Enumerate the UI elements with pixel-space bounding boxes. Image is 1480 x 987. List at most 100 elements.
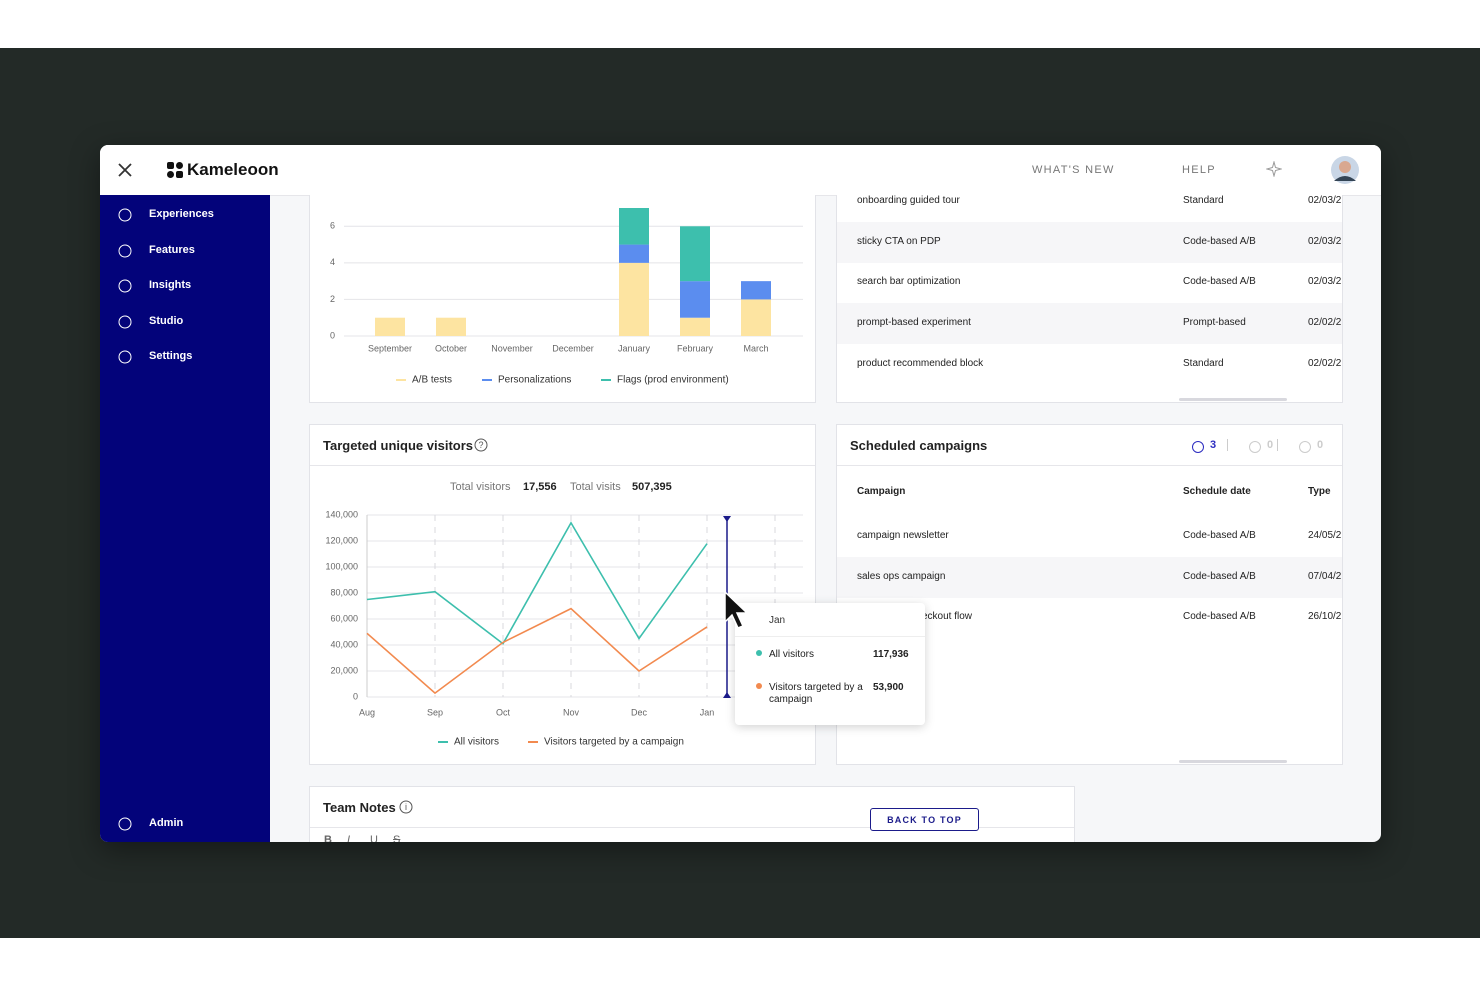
y-tick-label: 6 bbox=[330, 221, 335, 231]
x-tick-label: Oct bbox=[496, 707, 511, 717]
nav-icon bbox=[118, 208, 132, 222]
table-cell: 02/03/2 bbox=[1308, 195, 1342, 206]
table-cell: 02/02/2 bbox=[1308, 357, 1342, 369]
bar-segment bbox=[375, 317, 405, 336]
y-tick-label: 20,000 bbox=[330, 665, 358, 675]
table-cell: Prompt-based bbox=[1183, 317, 1246, 329]
bar-segment bbox=[619, 262, 649, 336]
table-cell: campaign newsletter bbox=[857, 530, 949, 541]
bar-segment bbox=[680, 317, 710, 336]
close-icon[interactable] bbox=[116, 161, 134, 179]
table-cell: sticky CTA on PDP bbox=[857, 235, 941, 247]
button-label: BACK TO TOP bbox=[887, 815, 962, 825]
tooltip-name: All visitors bbox=[769, 649, 815, 660]
x-tick-label: Sep bbox=[427, 707, 443, 717]
x-tick-label: March bbox=[743, 343, 768, 353]
icon-shape bbox=[118, 244, 132, 257]
summary-value: 17,556 bbox=[523, 481, 557, 493]
avatar[interactable] bbox=[1330, 155, 1360, 185]
nav-item[interactable]: Studio bbox=[149, 314, 184, 327]
table-cell: onboarding guided tour bbox=[857, 195, 960, 206]
x-tick-label: September bbox=[368, 343, 412, 353]
column-header: Schedule date bbox=[1183, 486, 1251, 497]
tooltip-value: 117,936 bbox=[873, 649, 909, 660]
y-tick-label: 2 bbox=[330, 294, 335, 304]
x-tick-label: October bbox=[435, 343, 467, 353]
icon-shape bbox=[118, 208, 132, 222]
table-cell: Code-based A/B bbox=[1183, 611, 1256, 623]
nav-link[interactable]: HELP bbox=[1182, 164, 1216, 176]
bar-chart-card: 0 2 4 6 September October November December Janu… bbox=[309, 195, 816, 403]
sparkle-icon[interactable] bbox=[1266, 161, 1282, 177]
x-tick-label: Jan bbox=[700, 707, 715, 717]
top-bar: Kameleoon WHAT'S NEW HELP bbox=[100, 145, 1381, 196]
summary-label: Total visits bbox=[570, 481, 621, 493]
nav-item[interactable]: Settings bbox=[149, 350, 193, 362]
x-tick-label: January bbox=[618, 343, 651, 353]
info-icon[interactable]: i bbox=[399, 800, 413, 814]
divider bbox=[310, 827, 1074, 828]
count: 0 bbox=[1317, 439, 1324, 451]
back-to-top-button[interactable]: BACK TO TOP bbox=[870, 808, 979, 831]
table-cell: Code-based A/B bbox=[1183, 276, 1256, 288]
y-tick-label: 4 bbox=[330, 257, 335, 267]
table-cell: Standard bbox=[1183, 195, 1224, 206]
bar-segment bbox=[619, 208, 649, 245]
legend-label: A/B tests bbox=[412, 375, 452, 386]
toolbar-button[interactable]: I bbox=[347, 834, 351, 842]
separator bbox=[1277, 439, 1278, 451]
toolbar-button[interactable]: U bbox=[370, 834, 378, 842]
recent-table-card: onboarding guided tour Standard 02/03/2 sti… bbox=[836, 195, 1343, 403]
nav-icon bbox=[118, 817, 132, 831]
row-band bbox=[837, 303, 1342, 345]
y-tick-label: 0 bbox=[330, 330, 335, 340]
separator bbox=[1227, 439, 1228, 451]
table-cell: 26/10/2 bbox=[1308, 611, 1342, 623]
table-cell: Standard bbox=[1183, 357, 1224, 369]
table-cell: 02/03/2 bbox=[1308, 235, 1342, 247]
nav-icon bbox=[118, 279, 132, 293]
line-chart: Total visitors 17,556 Total visits 507,395 0… bbox=[325, 481, 803, 748]
y-tick-label: 140,000 bbox=[325, 509, 358, 519]
icon-shape bbox=[118, 315, 132, 328]
table-cell: Code-based A/B bbox=[1183, 530, 1256, 541]
tooltip-title: Jan bbox=[769, 615, 786, 626]
bar-segment bbox=[680, 226, 710, 282]
bar-segment bbox=[680, 281, 710, 318]
icon-shape bbox=[118, 350, 132, 364]
table-cell: product recommended block bbox=[857, 357, 984, 369]
y-tick-label: 120,000 bbox=[325, 535, 358, 545]
nav-icon bbox=[118, 350, 132, 364]
bar-segment bbox=[741, 281, 771, 300]
table-cell: eckout flow bbox=[922, 611, 973, 623]
table-cell: prompt-based experiment bbox=[857, 317, 971, 329]
table-cell: Code-based A/B bbox=[1183, 235, 1256, 247]
tooltip: Jan All visitors 117,936 Visitors targeted … bbox=[735, 603, 925, 725]
toolbar-button[interactable]: S bbox=[393, 834, 401, 842]
nav-item[interactable]: Experiences bbox=[149, 208, 214, 220]
help-icon[interactable]: ? bbox=[474, 438, 488, 452]
table-cell: 07/04/2 bbox=[1308, 570, 1342, 582]
nav-link[interactable]: WHAT'S NEW bbox=[1032, 164, 1115, 176]
nav-item[interactable]: Features bbox=[149, 243, 195, 256]
toolbar-button[interactable]: B bbox=[324, 834, 332, 842]
nav-item[interactable]: Admin bbox=[149, 817, 184, 829]
summary-label: Total visitors bbox=[450, 481, 511, 493]
x-tick-label: February bbox=[677, 343, 714, 353]
table-cell: Code-based A/B bbox=[1183, 570, 1256, 582]
icon-shape bbox=[118, 817, 132, 831]
y-tick-label: 40,000 bbox=[330, 639, 358, 649]
column-header: Type bbox=[1308, 486, 1331, 497]
table-cell: 24/05/2 bbox=[1308, 530, 1342, 541]
line-series bbox=[366, 607, 708, 695]
summary-value: 507,395 bbox=[632, 481, 672, 493]
logo-icon bbox=[167, 162, 183, 178]
tooltip-name: Visitors targeted by a campaign bbox=[769, 682, 863, 705]
nav-item[interactable]: Insights bbox=[149, 279, 192, 291]
card-title: Scheduled campaigns bbox=[850, 438, 988, 453]
bar-segment bbox=[741, 299, 771, 336]
tooltip-dot bbox=[756, 650, 762, 656]
count-icon bbox=[1192, 441, 1204, 453]
tooltip-value: 53,900 bbox=[873, 682, 904, 693]
